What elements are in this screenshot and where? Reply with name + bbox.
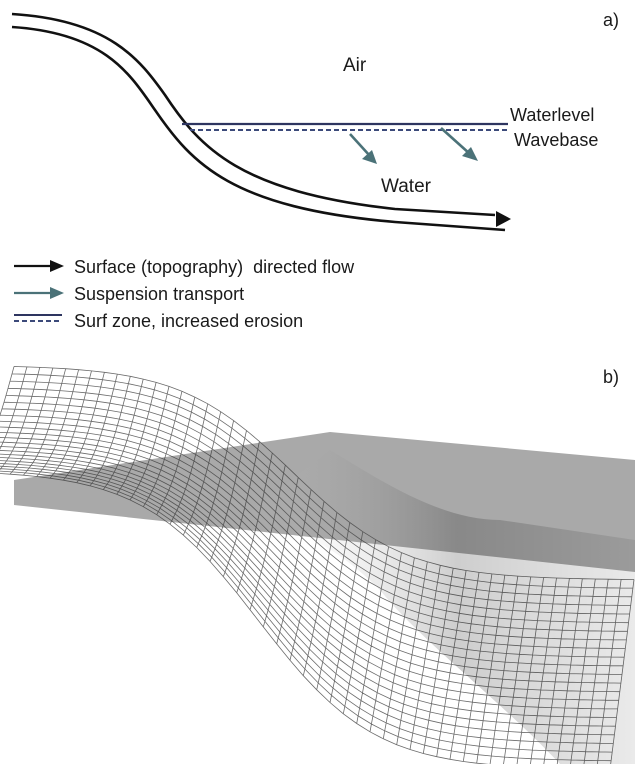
legend: Surface (topography) directed flow Suspe… xyxy=(14,257,355,331)
panel-b xyxy=(0,366,635,764)
legend-item-surface-flow: Surface (topography) directed flow xyxy=(14,257,355,277)
panel-a-letter: a) xyxy=(603,10,619,30)
wavebase-label: Wavebase xyxy=(514,130,598,150)
surface-curve-lower xyxy=(11,25,506,232)
panel-a: a) Air Water Waterlevel Wavebase xyxy=(11,10,619,232)
surface-curve-upper xyxy=(11,12,496,217)
legend-solid-arrow-icon xyxy=(50,260,64,272)
surface-flow-arrowhead xyxy=(496,211,511,227)
suspension-arrow-1 xyxy=(349,133,377,164)
air-label: Air xyxy=(343,55,367,76)
legend-text-surf-zone: Surf zone, increased erosion xyxy=(74,311,303,331)
mesh-shading xyxy=(240,450,635,764)
legend-item-suspension: Suspension transport xyxy=(14,284,244,304)
waterlevel-label: Waterlevel xyxy=(510,105,594,125)
panel-b-letter: b) xyxy=(603,367,619,387)
legend-text-surface-flow: Surface (topography) directed flow xyxy=(74,257,355,277)
legend-teal-arrow-icon xyxy=(50,287,64,299)
legend-text-suspension: Suspension transport xyxy=(74,284,244,304)
legend-item-surf-zone: Surf zone, increased erosion xyxy=(14,311,303,331)
water-label: Water xyxy=(381,176,432,197)
suspension-arrow-2 xyxy=(440,127,478,161)
